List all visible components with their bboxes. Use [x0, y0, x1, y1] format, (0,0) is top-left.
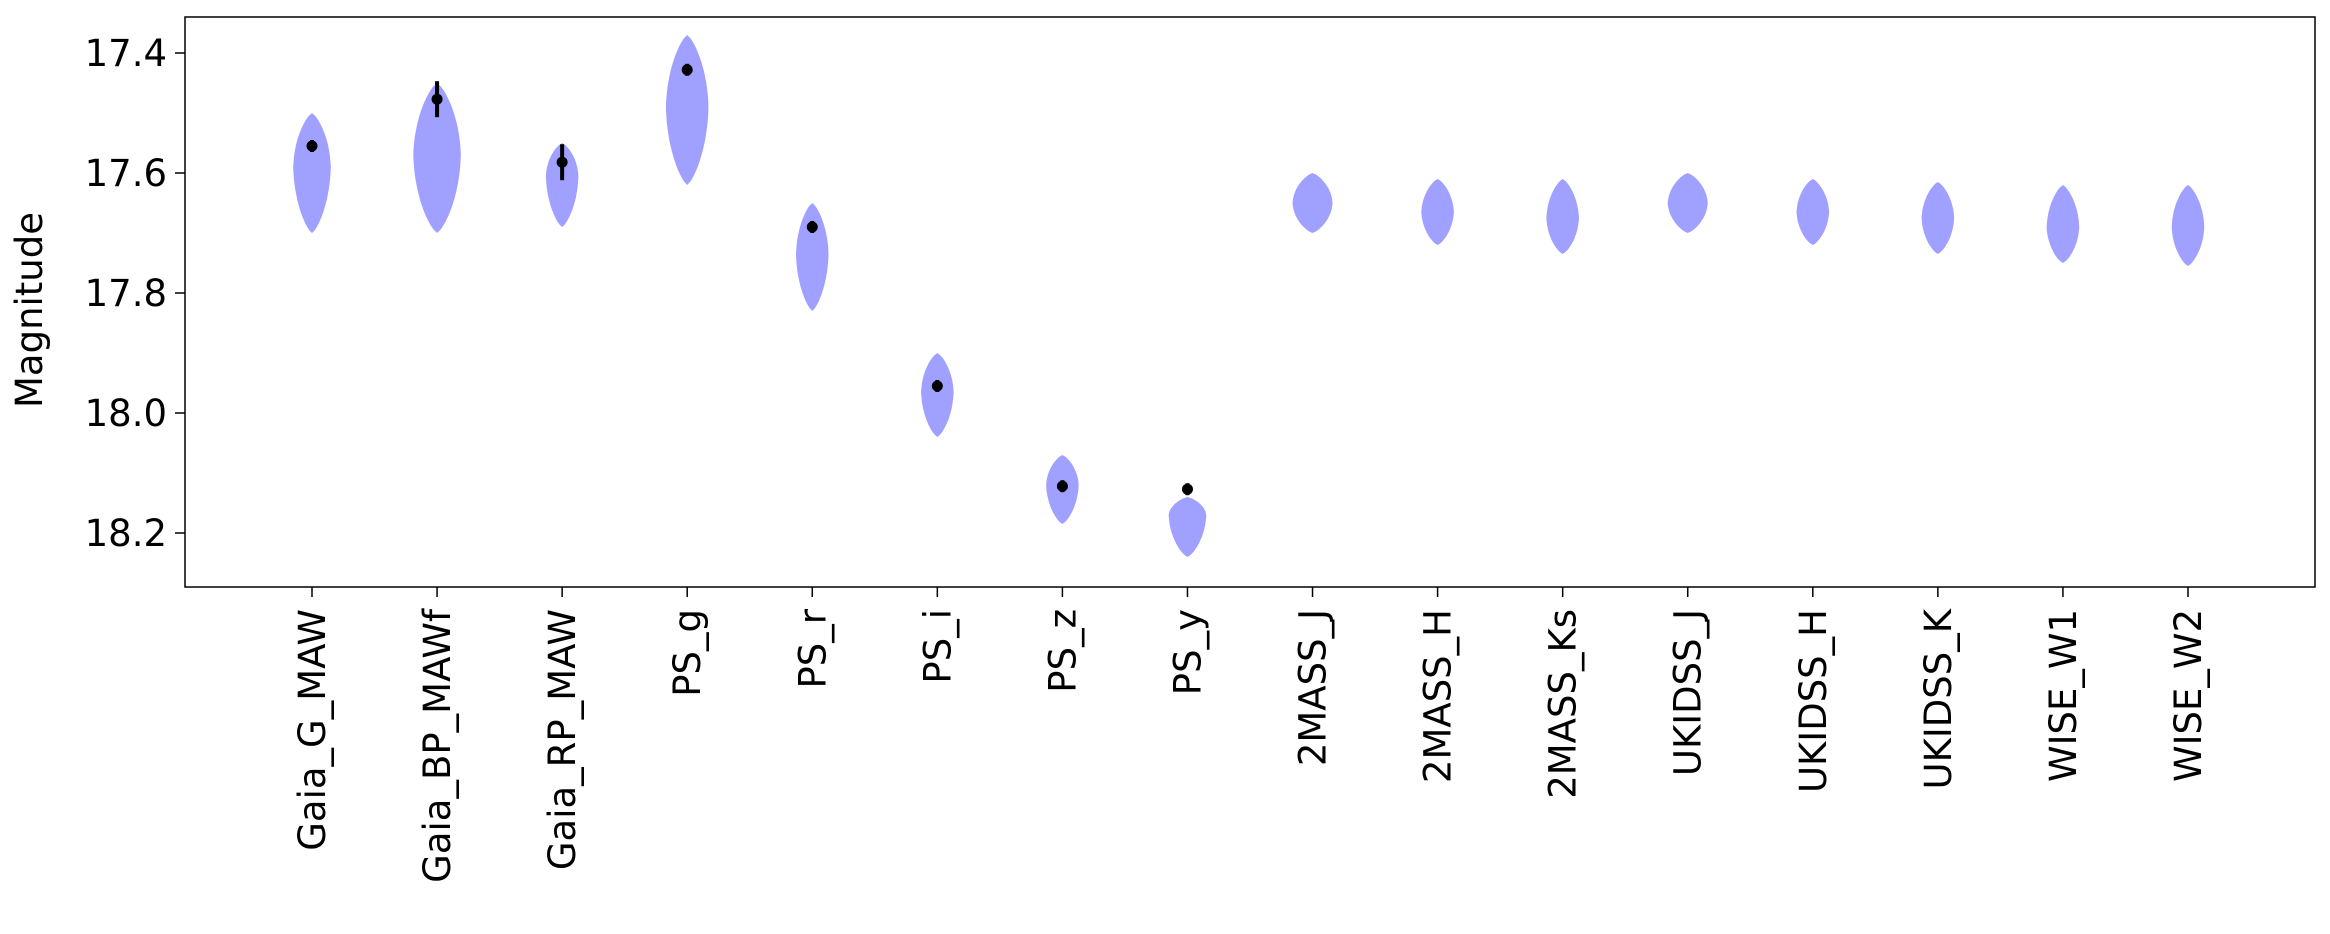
violin-2MASS_H [1421, 179, 1454, 245]
y-axis: 17.4 17.6 17.8 18.0 18.2 [85, 32, 185, 555]
violin-Gaia_BP_MAWf [413, 83, 461, 233]
x-tick-label: PS_z [1041, 609, 1084, 693]
observed-point-PS_y [1181, 483, 1193, 495]
y-tick-label: 17.8 [85, 272, 167, 315]
observed-point-PS_r [806, 221, 818, 233]
x-tick-label: PS_y [1166, 609, 1209, 695]
y-tick-label: 18.2 [85, 512, 167, 555]
x-tick-label: WISE_W2 [2167, 609, 2210, 782]
plot-frame [184, 16, 2316, 588]
y-tick-label: 17.4 [85, 32, 167, 75]
observations-layer [306, 63, 1193, 496]
observed-point-Gaia_BP_MAWf [431, 93, 443, 105]
y-axis-title: Magnitude [8, 212, 51, 408]
violin-Gaia_G_MAW [293, 113, 331, 233]
x-tick-label: WISE_W1 [2042, 609, 2085, 782]
x-tick-label: Gaia_BP_MAWf [416, 608, 459, 883]
observed-point-PS_i [931, 380, 943, 392]
y-tick-label: 18.0 [85, 392, 167, 435]
x-tick-label: PS_i [916, 609, 959, 684]
violin-2MASS_J [1292, 173, 1333, 233]
violin-WISE_W1 [2046, 185, 2080, 263]
violin-UKIDSS_J [1667, 173, 1708, 233]
violin-UKIDSS_H [1796, 179, 1830, 245]
violin-PS_i [921, 353, 954, 437]
observed-point-Gaia_RP_MAW [556, 156, 568, 168]
x-tick-label: PS_r [791, 608, 834, 688]
observed-point-Gaia_G_MAW [306, 140, 318, 152]
x-tick-label: Gaia_G_MAW [291, 609, 334, 851]
x-tick-label: Gaia_RP_MAW [541, 609, 584, 870]
violin-PS_y [1168, 497, 1207, 557]
x-tick-label: UKIDSS_K [1917, 607, 1960, 789]
violin-UKIDSS_K [1921, 182, 1955, 254]
violins-layer [293, 35, 2205, 557]
x-tick-label: PS_g [666, 609, 709, 697]
violin-Gaia_RP_MAW [545, 143, 579, 227]
x-tick-label: UKIDSS_H [1792, 609, 1835, 793]
x-tick-label: 2MASS_H [1417, 609, 1460, 783]
violin-WISE_W2 [2171, 185, 2205, 266]
x-tick-label: 2MASS_Ks [1542, 609, 1585, 799]
x-tick-label: 2MASS_J [1292, 609, 1335, 766]
violin-2MASS_Ks [1546, 179, 1579, 254]
observed-point-PS_g [681, 64, 693, 76]
y-tick-label: 17.6 [85, 152, 167, 195]
x-axis: Gaia_G_MAW Gaia_BP_MAWf Gaia_RP_MAW PS_g PS_… [291, 587, 2210, 883]
violin-PS_r [796, 203, 829, 311]
violin-PS_g [666, 35, 709, 185]
x-tick-label: UKIDSS_J [1667, 609, 1710, 776]
observed-point-PS_z [1056, 480, 1068, 492]
